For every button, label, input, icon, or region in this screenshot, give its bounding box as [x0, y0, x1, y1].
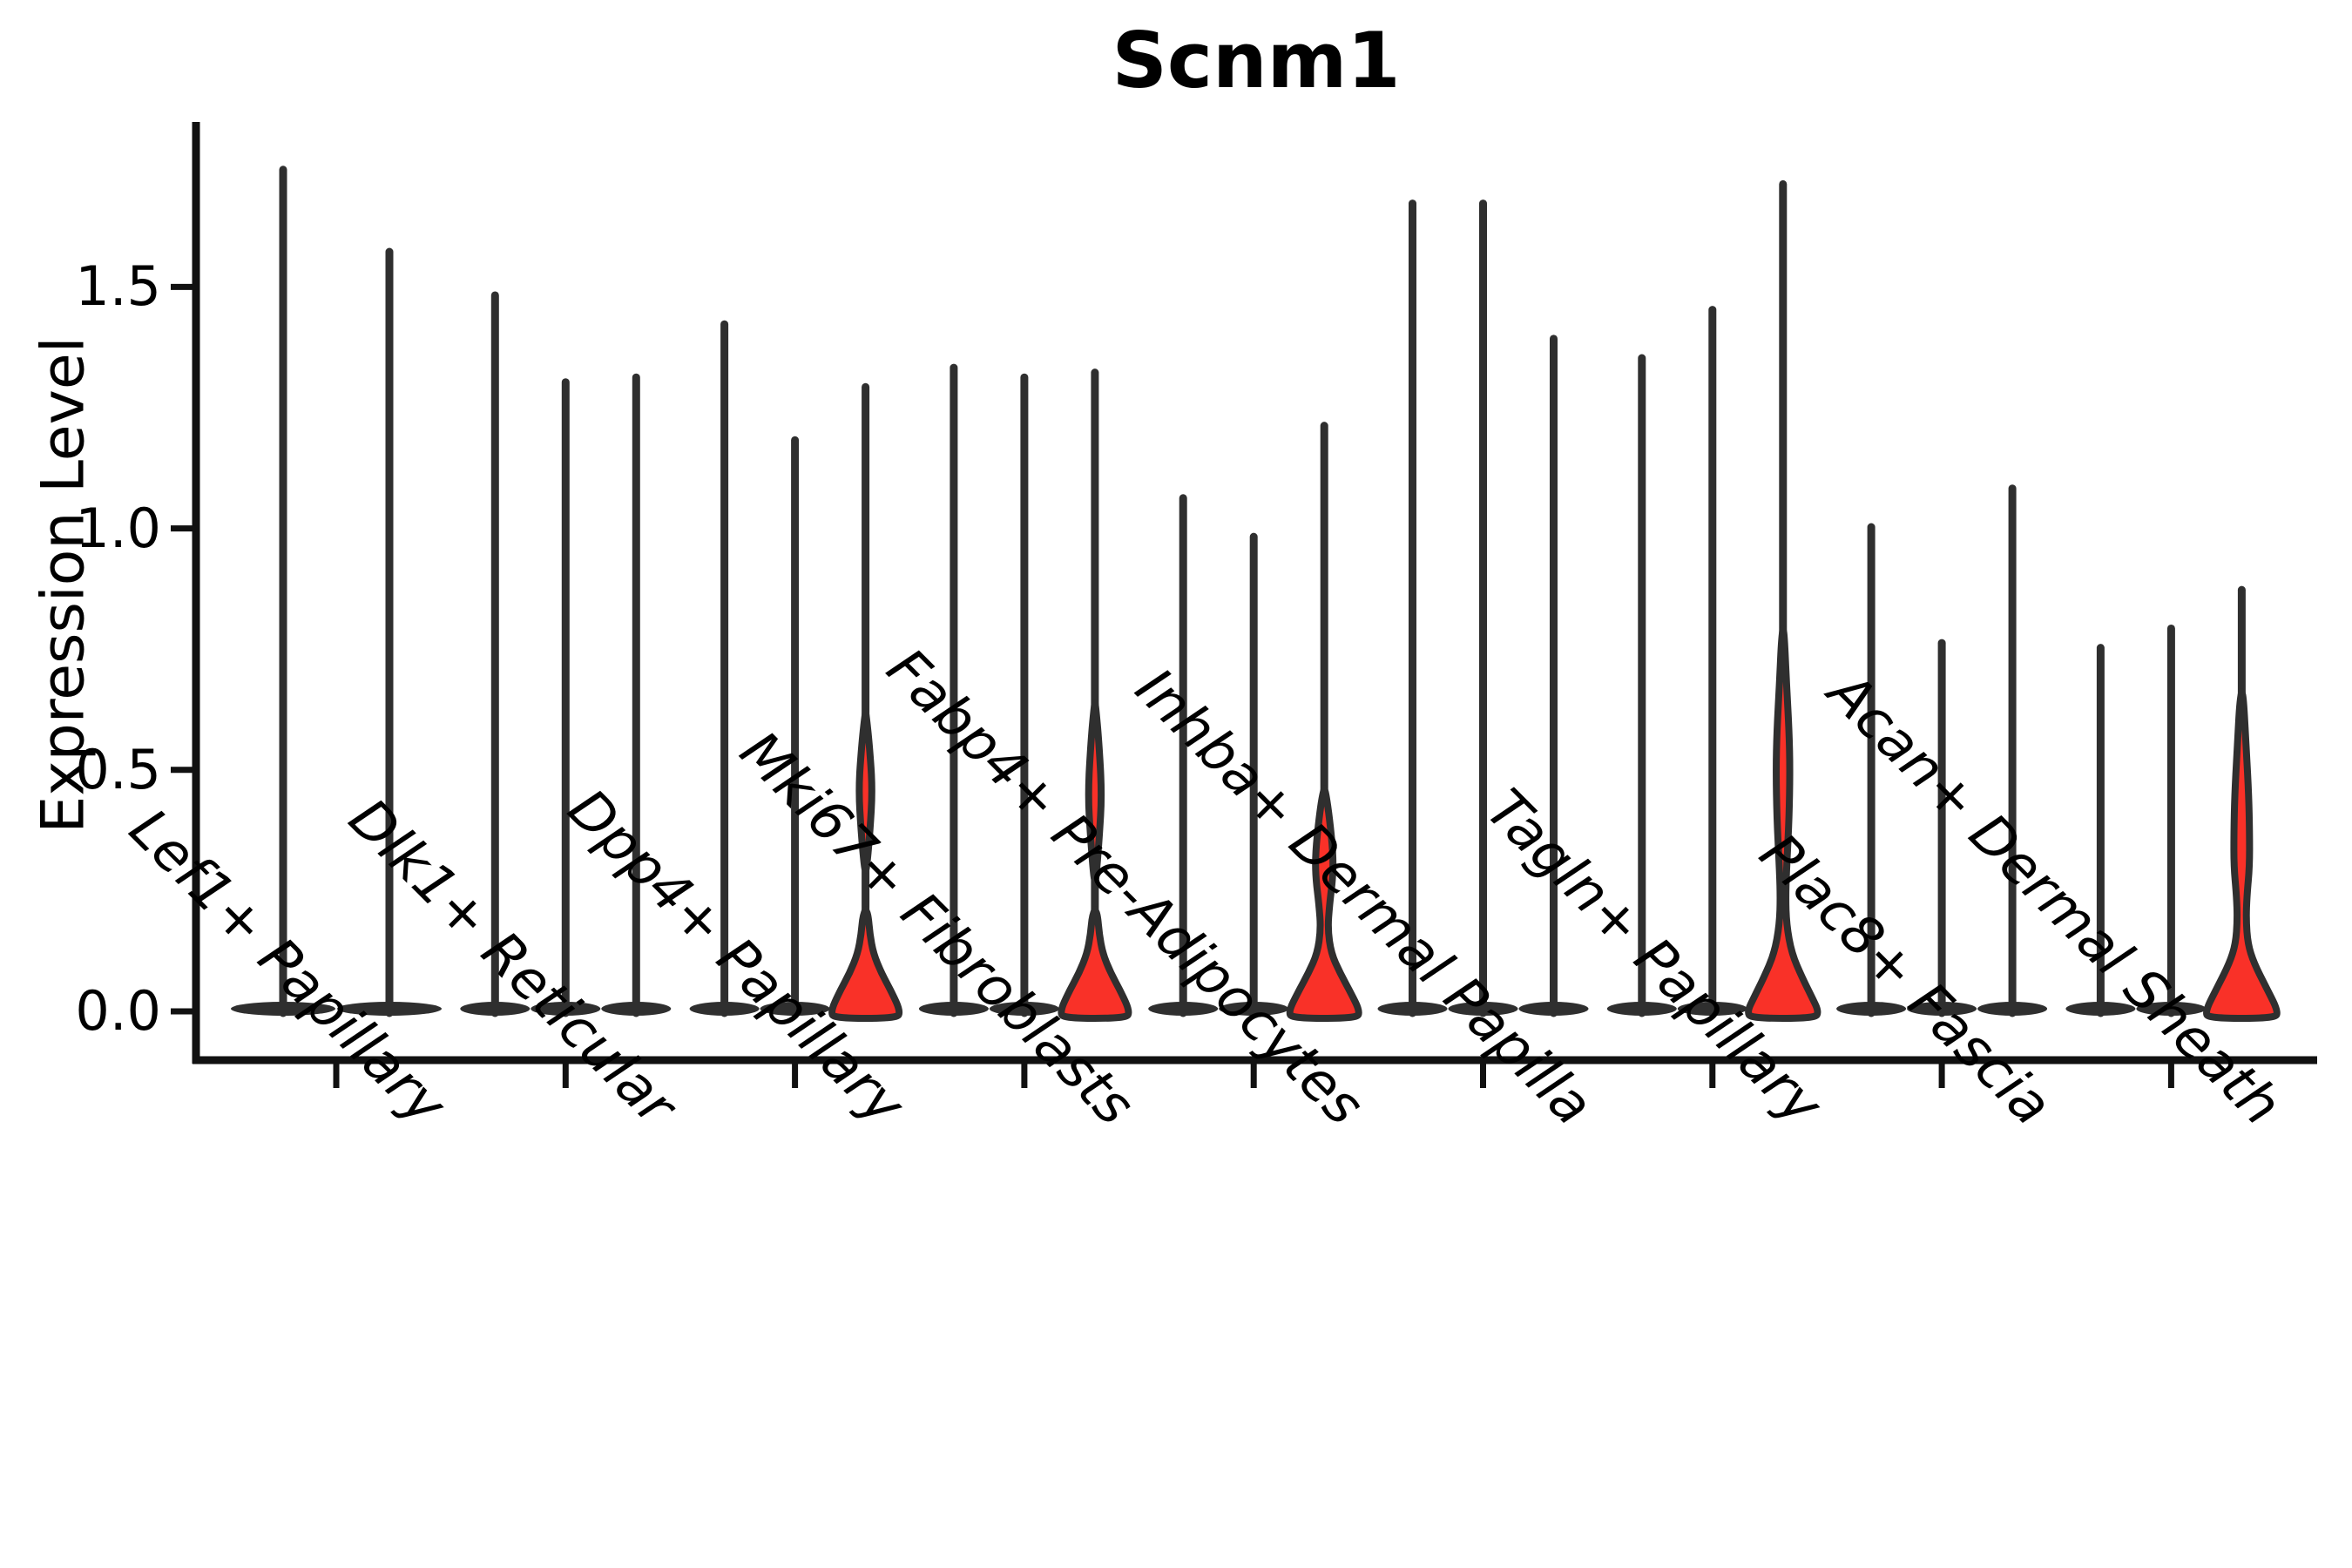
- violin-base: [1148, 1002, 1219, 1016]
- violin-base: [337, 1002, 442, 1016]
- violin-base: [1836, 1002, 1907, 1016]
- violin-base: [989, 1002, 1059, 1016]
- violin-base: [231, 1002, 335, 1016]
- violin-body: [1745, 625, 1821, 1022]
- violin-base: [689, 1002, 760, 1016]
- y-axis-label: Expression Level: [29, 336, 98, 834]
- violin-lens: [1085, 699, 1105, 883]
- violin-base: [2136, 1002, 2207, 1016]
- figure-title: Scnm1: [1112, 16, 1401, 105]
- violin-base: [918, 1002, 989, 1016]
- violin-base: [1907, 1002, 1977, 1016]
- violin-base: [2065, 1002, 2136, 1016]
- violin-base: [1606, 1002, 1677, 1016]
- violin-body: [828, 906, 903, 1022]
- violin-base: [531, 1002, 601, 1016]
- violin-base: [760, 1002, 830, 1016]
- violin-body: [1058, 906, 1132, 1022]
- violin-body: [1286, 785, 1362, 1022]
- violin-base: [1518, 1002, 1589, 1016]
- y-tick-label: 0.5: [75, 737, 161, 801]
- violin-lens: [855, 708, 875, 874]
- violin-base: [601, 1002, 672, 1016]
- violin-base: [1448, 1002, 1518, 1016]
- y-tick-label: 1.5: [75, 254, 161, 319]
- y-tick-label: 0.0: [75, 979, 161, 1043]
- violin-base: [460, 1002, 531, 1016]
- violin-body: [2202, 688, 2281, 1022]
- violin-base: [1377, 1002, 1448, 1016]
- violin-base: [1977, 1002, 2048, 1016]
- y-tick-label: 1.0: [75, 496, 161, 560]
- violin-base: [1219, 1002, 1289, 1016]
- violin-base: [1677, 1002, 1747, 1016]
